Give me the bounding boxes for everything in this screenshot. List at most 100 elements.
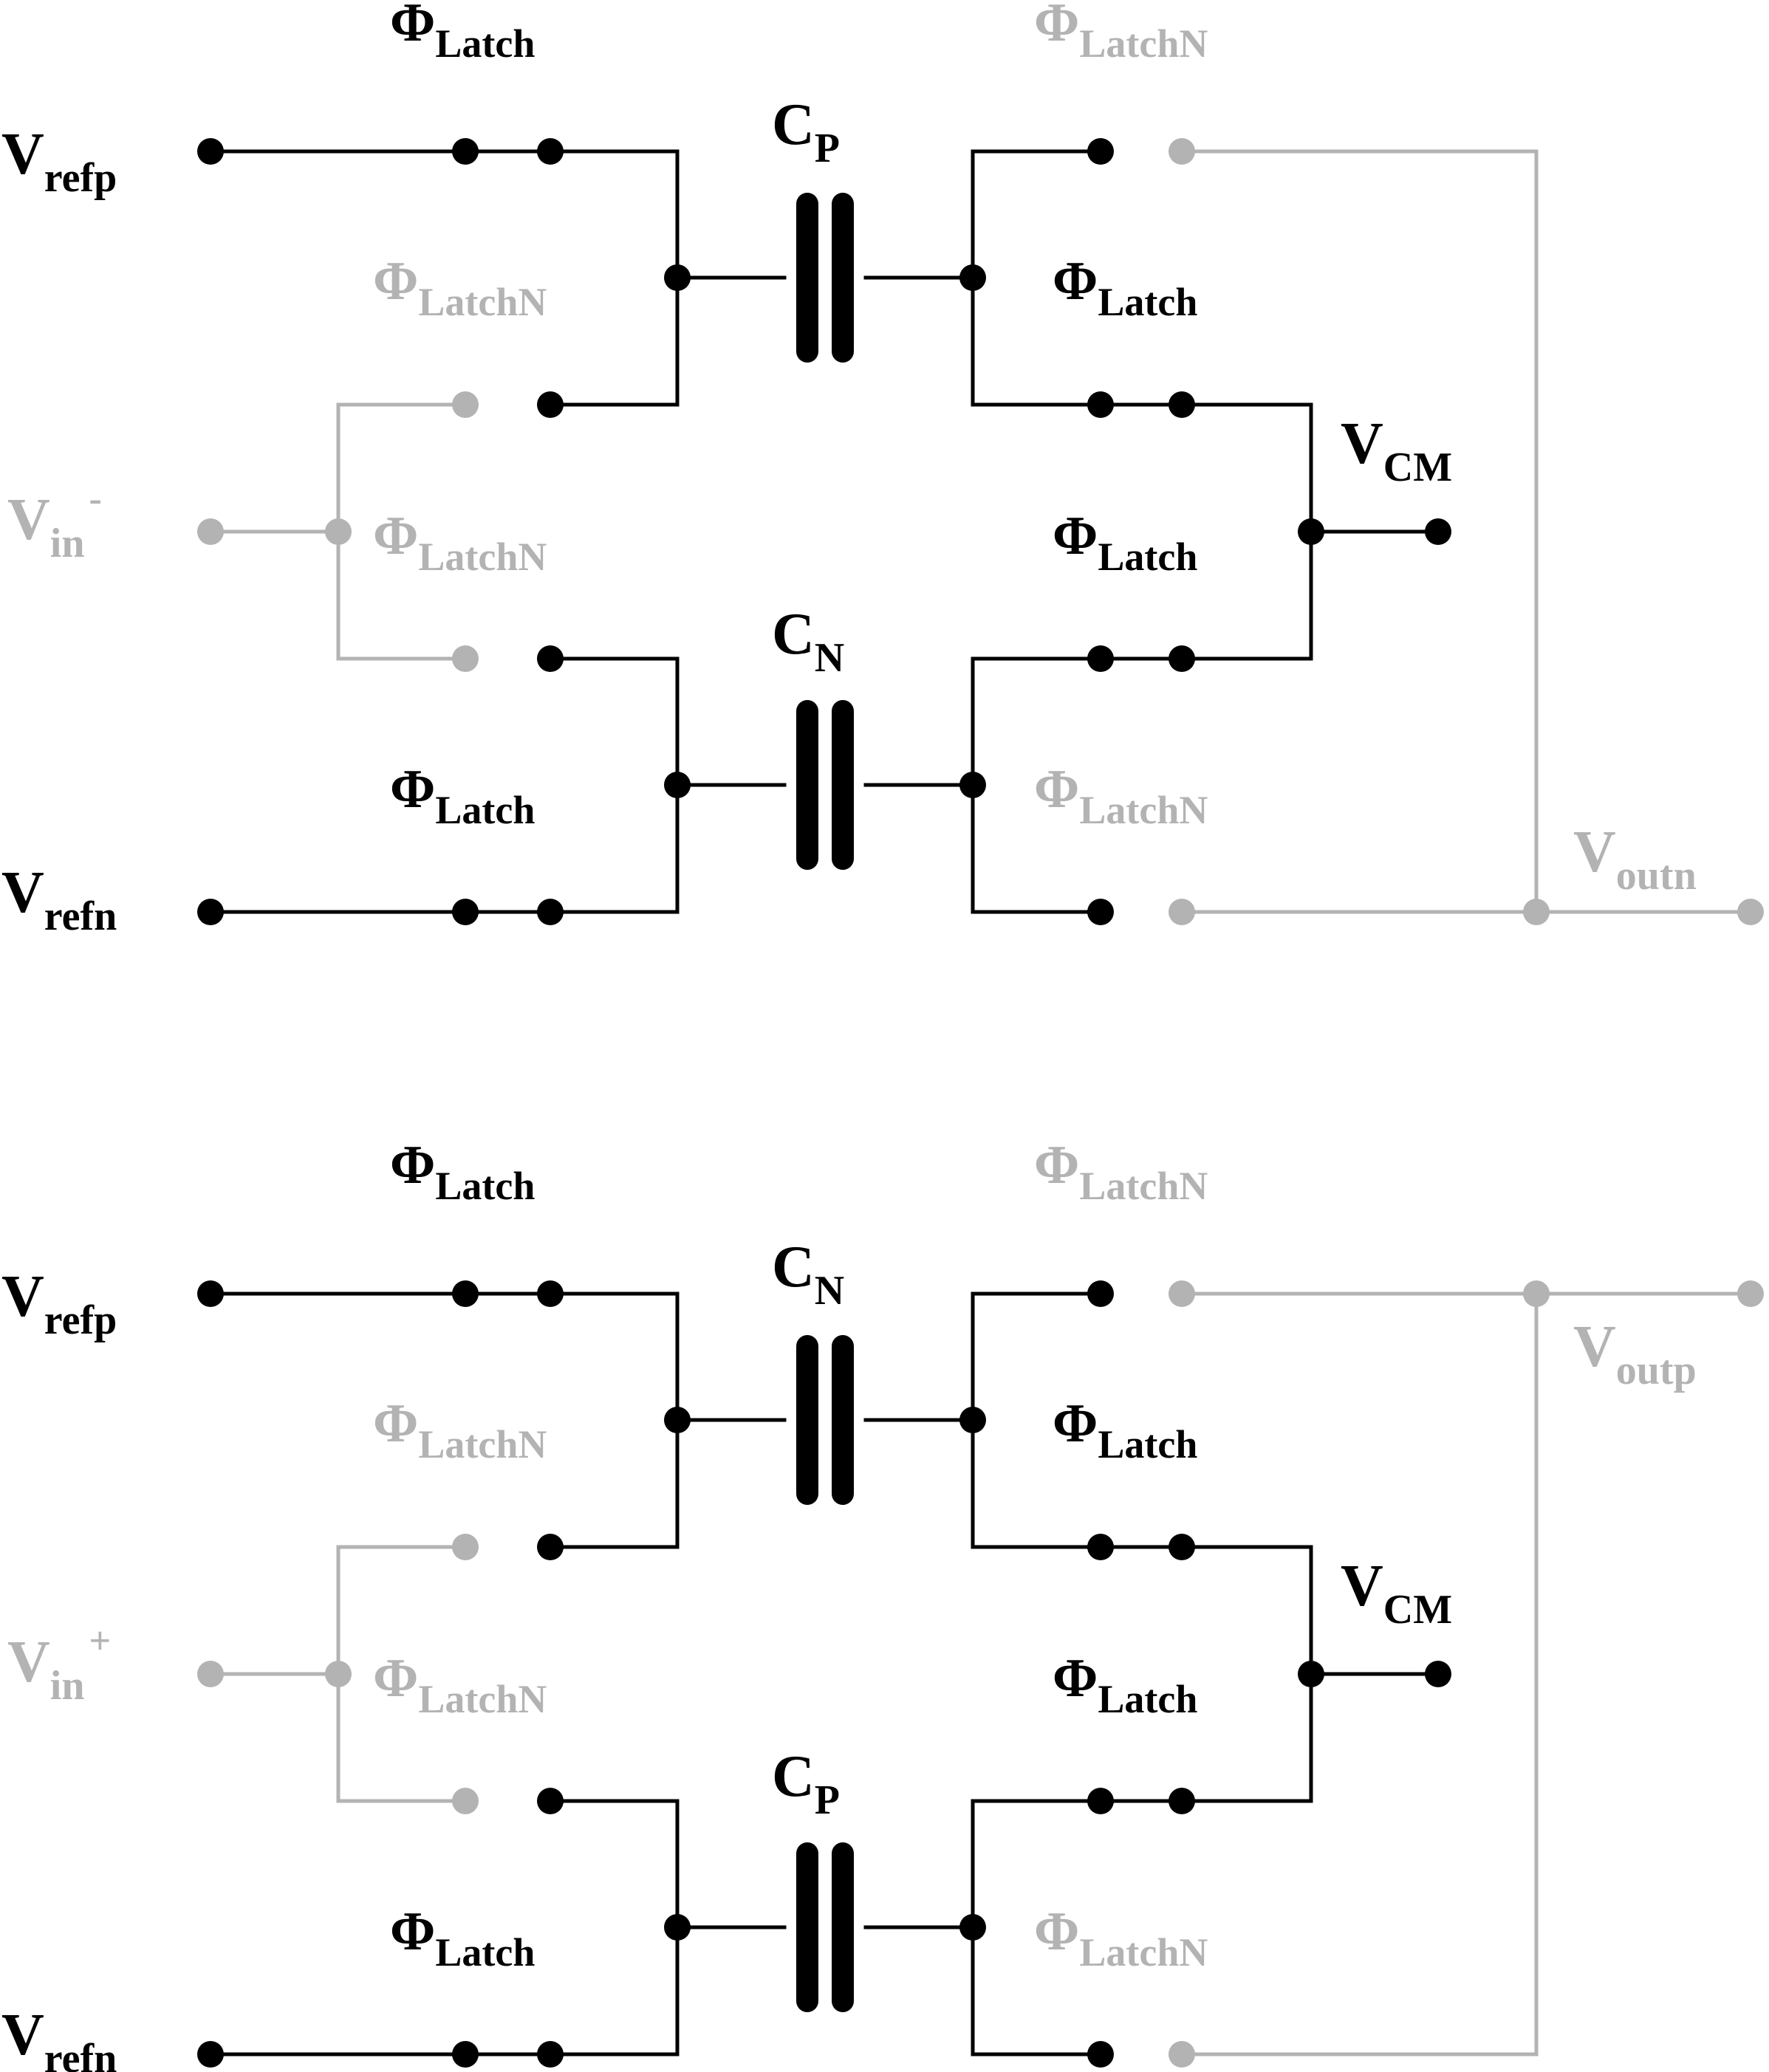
node-dot: [959, 1914, 986, 1941]
switch-contact: [537, 1788, 564, 1814]
vcm-label-sub: CM: [1383, 445, 1452, 490]
vin-label-sub: in: [50, 521, 85, 566]
switch-contact: [1169, 138, 1195, 165]
phi-latch-label: ΦLatch: [1053, 1393, 1197, 1466]
phi-latch-label-main: Φ: [390, 1901, 435, 1962]
phi-latch-label: ΦLatch: [390, 1135, 535, 1208]
switch-contact: [537, 2041, 564, 2068]
phi-latch-label-sub: Latch: [1098, 1677, 1197, 1721]
vref-bottom-label: Vrefn: [1, 2003, 117, 2072]
phi-latch-label-sub: Latch: [435, 1930, 535, 1975]
phi-latchn-label-main: Φ: [1034, 1901, 1079, 1962]
phi-latchn-label-sub: LatchN: [418, 1422, 547, 1466]
vref-top-label: Vrefp: [1, 122, 117, 201]
vcm-terminal: [1425, 1661, 1451, 1687]
left-top-wire: [550, 1291, 680, 1549]
ref-bottom-terminal: [197, 2041, 224, 2068]
phi-latchn-label: ΦLatchN: [373, 1648, 547, 1721]
phi-latch-label-main: Φ: [390, 0, 435, 53]
vcm-label-sub: CM: [1383, 1587, 1452, 1633]
vcm-wire: [1182, 402, 1313, 661]
vref-top-label-sub: refp: [44, 1297, 117, 1343]
phi-latch-label: ΦLatch: [390, 1901, 535, 1975]
vref-top-label: Vrefp: [1, 1264, 117, 1343]
phi-latchn-label: ΦLatchN: [373, 251, 547, 324]
left-top-wire: [550, 149, 680, 407]
phi-latch-label-main: Φ: [1053, 506, 1098, 566]
vin-label: Vin-: [7, 478, 102, 566]
vref-bottom-label-main: V: [1, 2003, 44, 2068]
vout-label-sub: outp: [1616, 1348, 1697, 1393]
phi-latchn-label-sub: LatchN: [418, 1677, 547, 1721]
vcm-wire: [1182, 1545, 1313, 1803]
phi-latchn-label-main: Φ: [373, 1393, 418, 1454]
phi-latchn-label-main: Φ: [1034, 1135, 1079, 1195]
switch-contact: [1169, 391, 1195, 418]
switch-contact: [1087, 391, 1114, 418]
switch-contact: [537, 1280, 564, 1307]
switch-contact: [1169, 1280, 1195, 1307]
vref-top-label-main: V: [1, 122, 44, 187]
switch-contact: [1087, 1280, 1114, 1307]
vout-label: Voutn: [1573, 820, 1697, 899]
phi-latch-label-sub: Latch: [435, 1164, 535, 1208]
phi-latchn-label: ΦLatchN: [373, 506, 547, 579]
node-dot: [959, 772, 986, 798]
capacitor-bottom: [796, 1842, 854, 2012]
cap-bottom-label: CN: [772, 602, 844, 681]
vout-label-sub: outn: [1616, 853, 1697, 899]
phi-latch-label: ΦLatch: [390, 0, 535, 66]
vin-label-main: V: [7, 487, 50, 552]
vref-bottom-label-sub: refn: [44, 893, 117, 939]
switch-contact: [1169, 899, 1195, 925]
switch-contact: [537, 391, 564, 418]
phi-latch-label-sub: Latch: [435, 21, 535, 66]
switch-contact: [452, 138, 479, 165]
switch-contact: [1087, 2041, 1114, 2068]
switch-contact: [452, 645, 479, 672]
phi-latchn-label: ΦLatchN: [1034, 1135, 1208, 1208]
node-dot: [664, 1407, 691, 1433]
cap-top-label-sub: N: [815, 1268, 844, 1314]
ref-bottom-terminal: [197, 899, 224, 925]
output-terminal: [1737, 1280, 1764, 1307]
phi-latch-label-main: Φ: [1053, 1393, 1098, 1454]
node-dot: [1523, 1280, 1550, 1307]
cap-top-label: CN: [772, 1235, 844, 1314]
capacitor-top: [796, 193, 854, 363]
switch-contact: [1169, 1534, 1195, 1560]
phi-latchn-label: ΦLatchN: [373, 1393, 547, 1466]
vcm-label-main: V: [1341, 1554, 1383, 1619]
node-dot: [325, 1661, 352, 1687]
phi-latch-label-main: Φ: [1053, 251, 1098, 312]
phi-latch-label: ΦLatch: [390, 759, 535, 832]
switch-contact: [1087, 138, 1114, 165]
phi-latchn-label: ΦLatchN: [1034, 1901, 1208, 1975]
switch-contact: [537, 645, 564, 672]
switch-contact: [537, 899, 564, 925]
cap-bottom-label-main: C: [772, 1744, 815, 1809]
vout-label: Voutp: [1573, 1314, 1697, 1393]
phi-latch-label-sub: Latch: [435, 788, 535, 832]
phi-latch-label-main: Φ: [390, 1135, 435, 1195]
node-dot: [959, 264, 986, 291]
switch-contact: [1169, 2041, 1195, 2068]
switch-contact: [452, 1534, 479, 1560]
vref-bottom-label: Vrefn: [1, 860, 117, 939]
ref-top-terminal: [197, 138, 224, 165]
phi-latchn-label-main: Φ: [1034, 0, 1079, 53]
phi-latch-label-sub: Latch: [1098, 280, 1197, 324]
capacitor-bottom: [796, 700, 854, 870]
phi-latchn-label-sub: LatchN: [1079, 1164, 1208, 1208]
switch-contact: [452, 1280, 479, 1307]
phi-latchn-label-sub: LatchN: [418, 535, 547, 579]
ref-top-terminal: [197, 1280, 224, 1307]
switch-contact: [452, 2041, 479, 2068]
switch-contact: [537, 138, 564, 165]
cap-top-label-main: C: [772, 92, 815, 157]
vin-label-sup: -: [89, 478, 101, 520]
phi-latchn-label-sub: LatchN: [1079, 1930, 1208, 1975]
vcm-label: VCM: [1341, 1554, 1452, 1633]
phi-latch-label-main: Φ: [390, 759, 435, 820]
phi-latchn-label-sub: LatchN: [1079, 788, 1208, 832]
